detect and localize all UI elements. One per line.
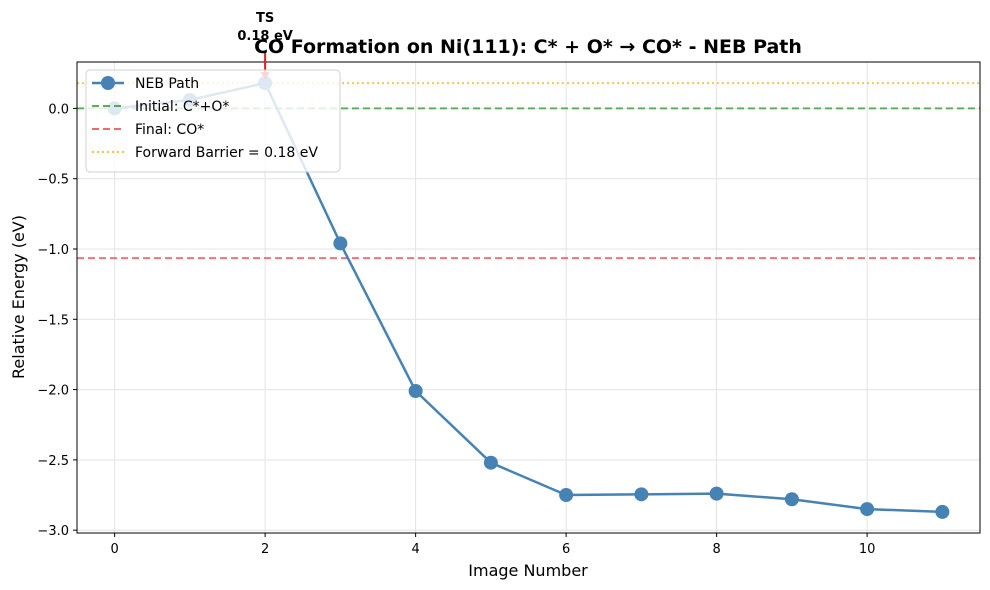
x-tick-label: 4 bbox=[411, 542, 419, 557]
x-axis-label: Image Number bbox=[468, 561, 588, 580]
legend-box bbox=[85, 69, 341, 173]
legend-label: NEB Path bbox=[135, 76, 199, 92]
x-tick-label: 6 bbox=[562, 542, 570, 557]
y-tick-label: −2.5 bbox=[37, 454, 69, 469]
y-tick-label: −2.0 bbox=[37, 384, 69, 399]
data-point bbox=[483, 455, 498, 470]
y-tick-label: −0.5 bbox=[37, 173, 69, 188]
legend-label: Forward Barrier = 0.18 eV bbox=[135, 145, 318, 161]
legend-marker bbox=[101, 76, 115, 90]
legend-label: Final: CO* bbox=[135, 122, 204, 138]
y-tick-label: 0.0 bbox=[48, 102, 69, 117]
legend-label: Initial: C*+O* bbox=[135, 99, 229, 115]
data-point bbox=[634, 487, 649, 502]
y-tick-label: −1.0 bbox=[37, 243, 69, 258]
annotation-label: TS bbox=[256, 11, 274, 26]
data-point bbox=[559, 488, 574, 503]
ticks: 0 2 4 6 8 10 0.0 −0.5 −1.0 −1.5 −2.0 −2.5 −3.0 bbox=[37, 102, 875, 557]
y-axis-label: Relative Energy (eV) bbox=[9, 215, 28, 379]
x-tick-label: 10 bbox=[859, 542, 876, 557]
annotation-label: 0.18 eV bbox=[237, 29, 292, 44]
data-point bbox=[784, 492, 799, 507]
data-point bbox=[935, 504, 950, 519]
chart-title: CO Formation on Ni(111): C* + O* → CO* -… bbox=[254, 36, 802, 58]
y-tick-label: −1.5 bbox=[37, 313, 69, 328]
legend: NEB Path Initial: C*+O* Final: CO* Forward … bbox=[85, 69, 341, 173]
x-tick-label: 8 bbox=[712, 542, 720, 557]
plot-frame bbox=[76, 61, 981, 534]
x-tick-label: 0 bbox=[110, 542, 118, 557]
grid bbox=[77, 62, 980, 533]
y-tick-label: −3.0 bbox=[37, 524, 69, 539]
data-point bbox=[860, 502, 875, 517]
data-point bbox=[408, 383, 423, 398]
data-point bbox=[709, 486, 724, 501]
x-tick-label: 2 bbox=[261, 542, 269, 557]
data-point bbox=[333, 236, 348, 251]
